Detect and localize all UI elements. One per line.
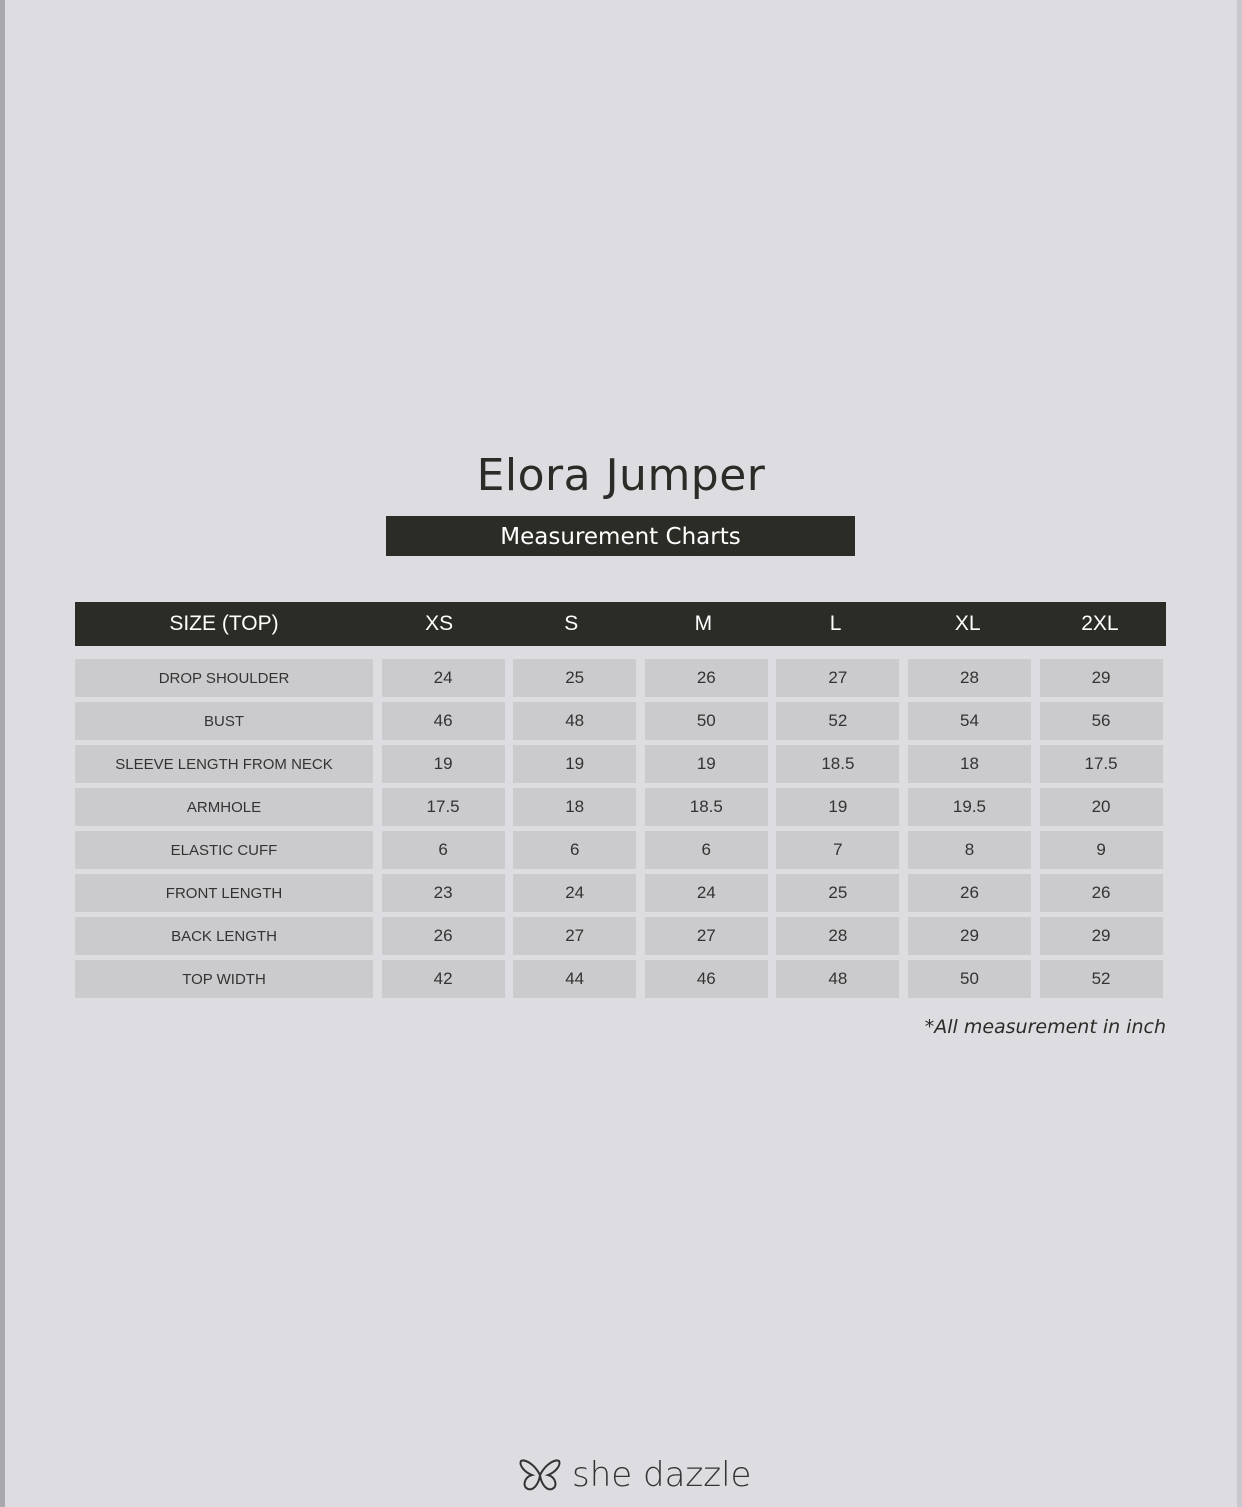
row-label: BUST <box>75 702 373 740</box>
table-cell: 54 <box>907 702 1031 740</box>
table-cell: 27 <box>776 659 900 697</box>
table-cell: 23 <box>381 874 505 912</box>
left-edge <box>0 0 5 1507</box>
table-cell: 20 <box>1039 788 1163 826</box>
table-cell: 48 <box>513 702 637 740</box>
table-cell: 7 <box>776 831 900 869</box>
table-cell: 19.5 <box>907 788 1031 826</box>
table-cell: 24 <box>381 659 505 697</box>
row-label: ARMHOLE <box>75 788 373 826</box>
header-size-xs: XS <box>425 612 454 635</box>
table-cell: 19 <box>381 745 505 783</box>
table-cell: 24 <box>513 874 637 912</box>
table-cell: 27 <box>644 917 768 955</box>
table-header: SIZE (TOP) XS S M L XL 2XL <box>75 602 1166 646</box>
table-cell: 25 <box>776 874 900 912</box>
table-cell: 18.5 <box>644 788 768 826</box>
header-size-m: M <box>694 612 713 635</box>
header-size-l: L <box>829 612 842 635</box>
header-size-xl: XL <box>954 612 981 635</box>
table-cell: 46 <box>381 702 505 740</box>
header-size-s: S <box>564 612 579 635</box>
row-label: TOP WIDTH <box>75 960 373 998</box>
table-cell: 6 <box>513 831 637 869</box>
table-cell: 52 <box>776 702 900 740</box>
row-label: SLEEVE LENGTH FROM NECK <box>75 745 373 783</box>
table-cell: 18.5 <box>776 745 900 783</box>
header-size-2xl: 2XL <box>1081 612 1119 635</box>
right-edge <box>1237 0 1242 1507</box>
table-cell: 19 <box>776 788 900 826</box>
table-cell: 26 <box>907 874 1031 912</box>
row-label: BACK LENGTH <box>75 917 373 955</box>
chart-subtitle: Measurement Charts <box>386 516 855 556</box>
product-title: Elora Jumper <box>476 450 766 501</box>
table-cell: 28 <box>776 917 900 955</box>
butterfly-icon <box>519 1459 561 1491</box>
table-cell: 24 <box>644 874 768 912</box>
row-label: ELASTIC CUFF <box>75 831 373 869</box>
table-cell: 29 <box>1039 659 1163 697</box>
table-cell: 26 <box>381 917 505 955</box>
table-cell: 56 <box>1039 702 1163 740</box>
brand-logo: she dazzle <box>518 1455 751 1495</box>
header-size-label: SIZE (TOP) <box>169 612 279 635</box>
table-cell: 18 <box>907 745 1031 783</box>
table-cell: 6 <box>644 831 768 869</box>
table-cell: 28 <box>907 659 1031 697</box>
table-cell: 29 <box>907 917 1031 955</box>
table-cell: 19 <box>513 745 637 783</box>
table-cell: 50 <box>907 960 1031 998</box>
table-cell: 8 <box>907 831 1031 869</box>
table-cell: 27 <box>513 917 637 955</box>
table-cell: 17.5 <box>1039 745 1163 783</box>
table-cell: 46 <box>644 960 768 998</box>
table-cell: 42 <box>381 960 505 998</box>
table-cell: 26 <box>644 659 768 697</box>
table-cell: 29 <box>1039 917 1163 955</box>
table-cell: 52 <box>1039 960 1163 998</box>
table-cell: 25 <box>513 659 637 697</box>
table-cell: 17.5 <box>381 788 505 826</box>
row-label: FRONT LENGTH <box>75 874 373 912</box>
table-cell: 9 <box>1039 831 1163 869</box>
table-cell: 44 <box>513 960 637 998</box>
size-table: DROP SHOULDER 24 25 26 27 28 29 BUST 46 48 50 52 54 5… <box>75 659 1165 998</box>
measurement-note: *All measurement in inch <box>924 1016 1166 1038</box>
table-cell: 48 <box>776 960 900 998</box>
row-label: DROP SHOULDER <box>75 659 373 697</box>
table-cell: 18 <box>513 788 637 826</box>
table-cell: 50 <box>644 702 768 740</box>
table-cell: 19 <box>644 745 768 783</box>
brand-name: she dazzle <box>572 1455 752 1495</box>
table-cell: 6 <box>381 831 505 869</box>
table-cell: 26 <box>1039 874 1163 912</box>
